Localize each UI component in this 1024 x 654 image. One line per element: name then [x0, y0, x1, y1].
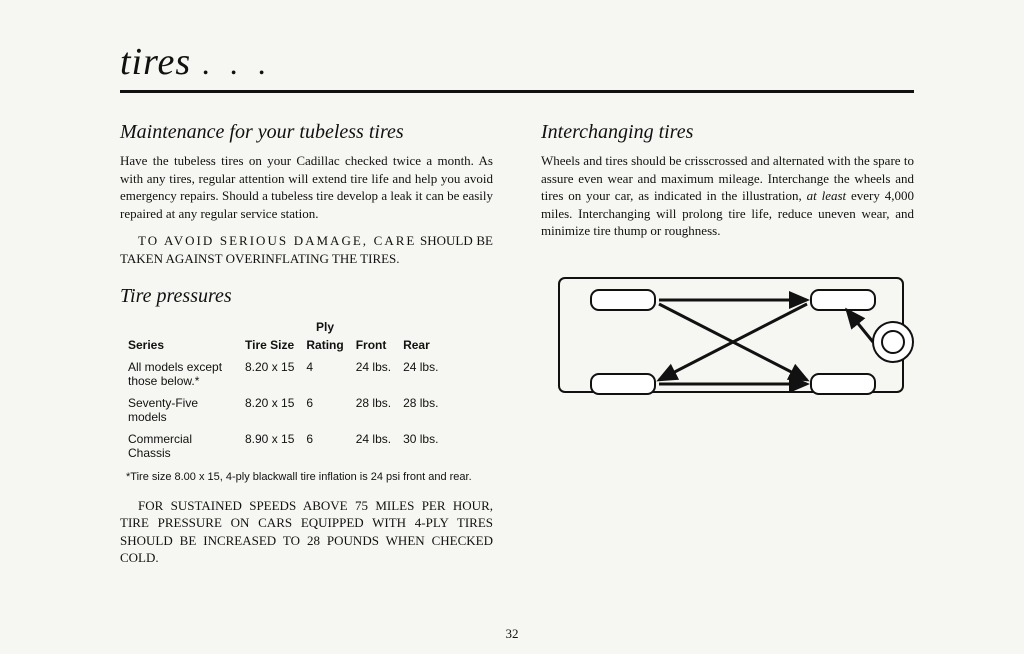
maintenance-p1: Have the tubeless tires on your Cadillac… [120, 152, 493, 222]
pressures-footnote: *Tire size 8.00 x 15, 4-ply blackwall ti… [126, 470, 493, 484]
table-header-row-2: Series Tire Size Rating Front Rear [128, 336, 448, 356]
cell-size: 8.20 x 15 [245, 394, 304, 428]
page-number: 32 [0, 626, 1024, 642]
col-size: Tire Size [245, 336, 304, 356]
table-row: All models except those below.* 8.20 x 1… [128, 358, 448, 392]
col-ply: Rating [306, 336, 353, 356]
cell-series: All models except those below.* [128, 358, 243, 392]
cell-size: 8.20 x 15 [245, 358, 304, 392]
cell-ply: 6 [306, 394, 353, 428]
pressures-heading: Tire pressures [120, 285, 493, 308]
cell-series: Seventy-Five models [128, 394, 243, 428]
interchange-heading: Interchanging tires [541, 121, 914, 144]
title-dots: . . . [202, 45, 272, 81]
col-ply-top: Ply [306, 318, 353, 334]
tire-rotation-diagram [541, 260, 914, 415]
columns: Maintenance for your tubeless tires Have… [120, 121, 914, 577]
cell-size: 8.90 x 15 [245, 430, 304, 464]
interchange-p1: Wheels and tires should be crisscrossed … [541, 152, 914, 240]
col-series: Series [128, 336, 243, 356]
cell-series: Commercial Chassis [128, 430, 243, 464]
title-rule [120, 90, 914, 93]
col-rear: Rear [403, 336, 448, 356]
maintenance-heading: Maintenance for your tubeless tires [120, 121, 493, 144]
table-row: Commercial Chassis 8.90 x 15 6 24 lbs. 3… [128, 430, 448, 464]
page-title: tires . . . [120, 40, 914, 84]
cell-front: 24 lbs. [356, 430, 401, 464]
page: tires . . . Maintenance for your tubeles… [0, 0, 1024, 654]
maintenance-p2-prefix: TO AVOID SERIOUS DAMAGE, CARE [138, 233, 416, 248]
maintenance-p2: TO AVOID SERIOUS DAMAGE, CARE SHOULD BE … [120, 232, 493, 267]
table-row: Seventy-Five models 8.20 x 15 6 28 lbs. … [128, 394, 448, 428]
cell-rear: 24 lbs. [403, 358, 448, 392]
title-text: tires [120, 41, 191, 83]
cell-rear: 28 lbs. [403, 394, 448, 428]
right-column: Interchanging tires Wheels and tires sho… [541, 121, 914, 577]
col-front: Front [356, 336, 401, 356]
cell-rear: 30 lbs. [403, 430, 448, 464]
rotation-svg [541, 260, 921, 410]
cell-front: 24 lbs. [356, 358, 401, 392]
cell-ply: 6 [306, 430, 353, 464]
interchange-p1-em: at least [807, 188, 847, 203]
left-column: Maintenance for your tubeless tires Have… [120, 121, 493, 577]
table-header-row-1: Ply [128, 318, 448, 334]
cell-ply: 4 [306, 358, 353, 392]
pressures-table: Ply Series Tire Size Rating Front Rear A… [126, 316, 450, 466]
pressures-p3: FOR SUSTAINED SPEEDS ABOVE 75 MILES PER … [120, 497, 493, 567]
cell-front: 28 lbs. [356, 394, 401, 428]
